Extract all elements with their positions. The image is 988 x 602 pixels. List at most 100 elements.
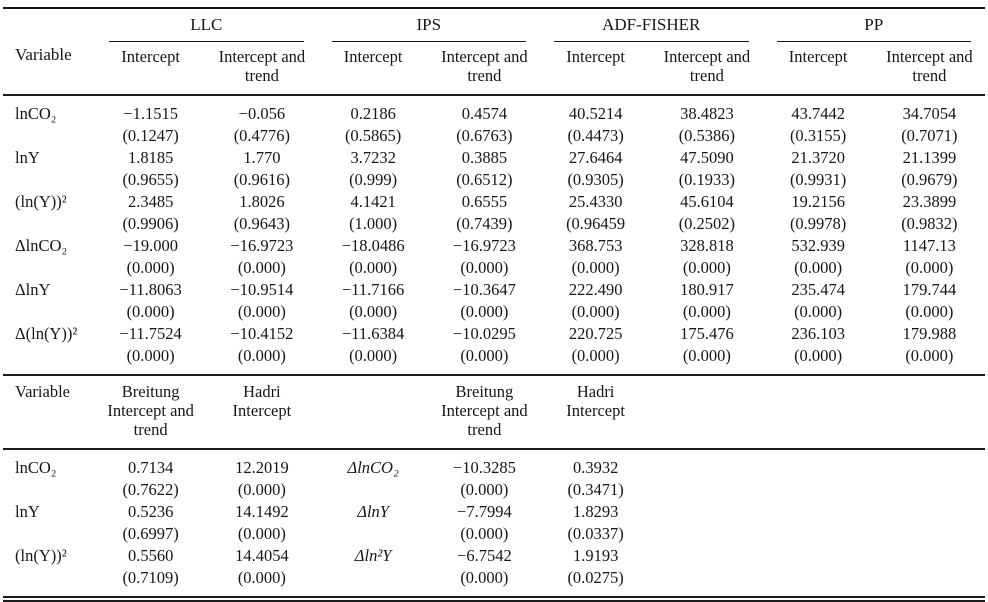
cell-value: 179.744 — [902, 280, 957, 299]
panel2-row-lny: lnY 0.5236 (0.6997) 14.1492 (0.000) ΔlnY −… — [3, 501, 985, 545]
cell-pvalue: (0.7622) — [122, 480, 179, 499]
panel2-header-breitung-1: Breitung Intercept and trend — [95, 374, 207, 450]
cell-pvalue: (0.0275) — [567, 568, 624, 587]
panel2-header-breitung-2: Breitung Intercept and trend — [428, 374, 540, 450]
cell-pvalue: (0.000) — [349, 346, 398, 365]
cell-value: 1.8185 — [127, 148, 174, 167]
table-cell: 328.818 (0.000) — [651, 235, 762, 279]
table-cell: 40.5214 (0.4473) — [540, 95, 651, 147]
table-cell: 4.1421 (1.000) — [318, 191, 429, 235]
cell-pvalue: (0.7439) — [456, 214, 513, 233]
group-header-ips-label: IPS — [331, 15, 526, 42]
cell-pvalue: (0.000) — [126, 302, 175, 321]
cell-value: −11.8063 — [119, 280, 182, 299]
cell-value: 1.8293 — [572, 502, 619, 521]
cell-value: 43.7442 — [791, 104, 845, 123]
table-cell: 25.4330 (0.96459 — [540, 191, 651, 235]
cell-value: 27.6464 — [568, 148, 623, 167]
variable-column-header: Variable — [3, 8, 95, 96]
cell-pvalue: (0.000) — [349, 302, 398, 321]
cell-pvalue: (0.000) — [794, 302, 843, 321]
cell-pvalue: (0.9906) — [122, 214, 179, 233]
delta-variable-cell: ΔlnY — [318, 501, 429, 545]
empty-cell — [874, 501, 985, 545]
group-header-adf-fisher: ADF-FISHER — [540, 8, 763, 42]
table-cell: 3.7232 (0.999) — [318, 147, 429, 191]
panel2-header-row: Variable Breitung Intercept and trend Ha… — [3, 374, 985, 450]
cell-value: −10.3647 — [452, 280, 516, 299]
cell-pvalue: (0.6512) — [456, 170, 513, 189]
cell-pvalue: (0.000) — [237, 258, 286, 277]
table-cell: 0.3885 (0.6512) — [429, 147, 540, 191]
table-cell: 27.6464 (0.9305) — [540, 147, 651, 191]
cell-pvalue: (0.000) — [237, 524, 286, 543]
cell-value: −18.0486 — [341, 236, 405, 255]
cell-value: −10.4152 — [230, 324, 294, 343]
table-row-lny: lnY 1.8185 (0.9655) 1.770 (0.9616) 3.7232 (… — [3, 147, 985, 191]
cell-value: 21.1399 — [902, 148, 957, 167]
cell-pvalue: (0.000) — [460, 258, 509, 277]
table-cell: 222.490 (0.000) — [540, 279, 651, 323]
cell-value: 14.4054 — [235, 546, 289, 565]
cell-value: −10.9514 — [230, 280, 294, 299]
cell-pvalue: (0.000) — [794, 258, 843, 277]
table-cell: 0.5560 (0.7109) — [95, 545, 206, 599]
cell-pvalue: (0.000) — [571, 302, 620, 321]
table-cell: 1147.13 (0.000) — [874, 235, 985, 279]
table-cell: 0.3932 (0.3471) — [540, 449, 651, 501]
panel2-header-hadri-1: Hadri Intercept — [206, 374, 318, 450]
table-cell: 180.917 (0.000) — [651, 279, 762, 323]
cell-value: 2.3485 — [127, 192, 174, 211]
subheader-llc-intercept: Intercept — [95, 42, 207, 96]
cell-pvalue: (0.000) — [905, 302, 954, 321]
row-variable: lnCO₂ — [15, 104, 57, 123]
cell-pvalue: (0.000) — [682, 346, 731, 365]
group-header-ips: IPS — [318, 8, 541, 42]
group-header-pp: PP — [763, 8, 986, 42]
cell-value: 175.476 — [680, 324, 734, 343]
cell-value: −19.000 — [123, 236, 178, 255]
table-cell: −11.6384 (0.000) — [318, 323, 429, 375]
subheader-pp-intercept-trend: Intercept and trend — [873, 42, 985, 96]
table-cell: 45.6104 (0.2502) — [651, 191, 762, 235]
row-variable: lnY — [15, 502, 40, 521]
table-cell: −19.000 (0.000) — [95, 235, 206, 279]
cell-value: −10.0295 — [452, 324, 516, 343]
cell-value: 4.1421 — [350, 192, 396, 211]
table-cell: −7.7994 (0.000) — [429, 501, 540, 545]
cell-value: 25.4330 — [568, 192, 623, 211]
table-cell: 175.476 (0.000) — [651, 323, 762, 375]
cell-pvalue: (0.000) — [126, 346, 175, 365]
cell-value: 38.4823 — [680, 104, 734, 123]
table-cell: −11.8063 (0.000) — [95, 279, 206, 323]
delta-variable-label: ΔlnY — [357, 502, 389, 521]
group-header-row: Variable LLC IPS ADF-FISHER PP — [3, 8, 986, 96]
cell-pvalue: (0.000) — [571, 346, 620, 365]
table-cell: 368.753 (0.000) — [540, 235, 651, 279]
subheader-adf-intercept: Intercept — [540, 42, 652, 96]
row-variable: (ln(Y))² — [15, 546, 67, 565]
table-cell: −10.9514 (0.000) — [206, 279, 317, 323]
cell-value: 0.3932 — [572, 458, 619, 477]
panel2-row-lnco2: lnCO₂ 0.7134 (0.7622) 12.2019 (0.000) ΔlnC… — [3, 449, 985, 501]
table-cell: 0.7134 (0.7622) — [95, 449, 206, 501]
cell-pvalue: (0.7109) — [122, 568, 179, 587]
table-cell: −10.3285 (0.000) — [429, 449, 540, 501]
empty-cell — [874, 449, 985, 501]
delta-variable-label: ΔlnCO₂ — [347, 458, 399, 477]
cell-pvalue: (0.000) — [794, 346, 843, 365]
cell-value: 34.7054 — [902, 104, 957, 123]
table-cell: −10.4152 (0.000) — [206, 323, 317, 375]
cell-value: 222.490 — [568, 280, 623, 299]
empty-cell — [763, 449, 874, 501]
cell-pvalue: (0.000) — [237, 346, 286, 365]
cell-pvalue: (0.3155) — [789, 126, 847, 145]
table-cell: −6.7542 (0.000) — [429, 545, 540, 599]
cell-pvalue: (0.000) — [460, 346, 509, 365]
subheader-llc-intercept-trend: Intercept and trend — [206, 42, 318, 96]
cell-pvalue: (0.000) — [237, 568, 286, 587]
cell-value: 0.2186 — [350, 104, 396, 123]
cell-value: −11.6384 — [341, 324, 405, 343]
cell-pvalue: (0.000) — [126, 258, 175, 277]
table-cell: 1.8293 (0.0337) — [540, 501, 651, 545]
